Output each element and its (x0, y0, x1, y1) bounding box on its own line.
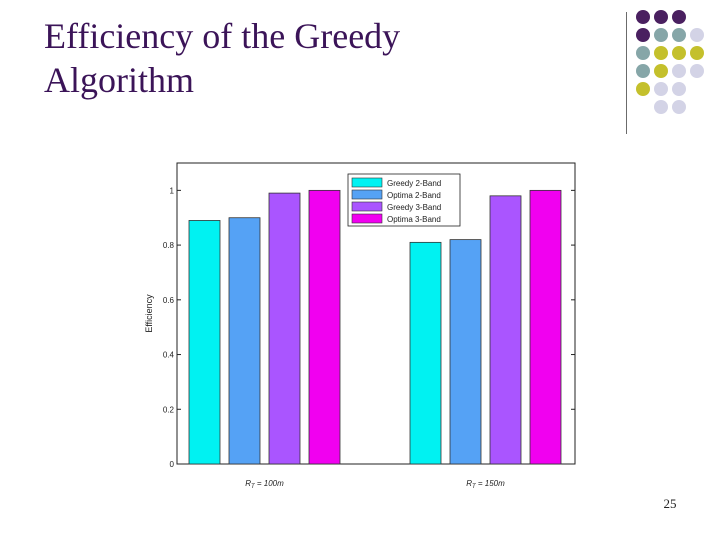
decorative-dot (690, 28, 704, 42)
page-number: 25 (663, 496, 677, 511)
legend-label: Optima 2-Band (387, 191, 441, 200)
decorative-dot (672, 100, 686, 114)
bar (489, 195, 522, 465)
bar (188, 220, 221, 465)
bar (529, 189, 562, 465)
x-category-label: RT = 150m (466, 479, 505, 490)
legend-swatch (351, 189, 383, 200)
y-tick-label: 0.2 (163, 405, 175, 414)
y-tick-label: 1 (170, 186, 175, 195)
decorative-dot (672, 10, 686, 24)
title-line-2: Algorithm (44, 60, 194, 100)
chart-svg: 0 0.2 0.4 0.6 0.8 1 Efficiency RT = 100m RT = 15… (144, 162, 576, 490)
title-line-1: Efficiency of the Greedy (44, 16, 401, 56)
x-category-label: RT = 100m (245, 479, 284, 490)
legend-label: Greedy 2-Band (387, 179, 441, 188)
bar (449, 239, 482, 465)
y-tick-label: 0.4 (163, 351, 175, 360)
legend-swatch (351, 177, 383, 188)
decorative-dot (654, 28, 668, 42)
decorative-dot (636, 46, 650, 60)
decorative-dot (672, 64, 686, 78)
decorative-divider (626, 12, 627, 134)
decorative-dot (636, 10, 650, 24)
decorative-dot (654, 82, 668, 96)
decorative-dot (636, 28, 650, 42)
bar (268, 192, 301, 465)
decorative-dot (654, 64, 668, 78)
decorative-dot (636, 82, 650, 96)
decorative-dot (672, 46, 686, 60)
decorative-dot (672, 28, 686, 42)
efficiency-chart: 0 0.2 0.4 0.6 0.8 1 Efficiency RT = 100m RT = 15… (140, 160, 590, 495)
y-tick-label: 0 (170, 460, 175, 469)
legend-label: Greedy 3-Band (387, 203, 441, 212)
legend-swatch (351, 213, 383, 224)
legend-swatch (351, 201, 383, 212)
y-tick-label: 0.8 (163, 241, 175, 250)
decorative-dot (690, 64, 704, 78)
decorative-dot (690, 46, 704, 60)
y-tick-label: 0.6 (163, 296, 175, 305)
decorative-dot (636, 64, 650, 78)
bar (409, 241, 442, 465)
decorative-dot (654, 100, 668, 114)
decorative-dot (654, 46, 668, 60)
slide-title: Efficiency of the Greedy Algorithm (44, 14, 584, 102)
bar (308, 189, 341, 465)
bar (228, 217, 261, 465)
decorative-dot (654, 10, 668, 24)
y-axis-label: Efficiency (144, 294, 154, 333)
decorative-dot (672, 82, 686, 96)
legend-label: Optima 3-Band (387, 215, 441, 224)
